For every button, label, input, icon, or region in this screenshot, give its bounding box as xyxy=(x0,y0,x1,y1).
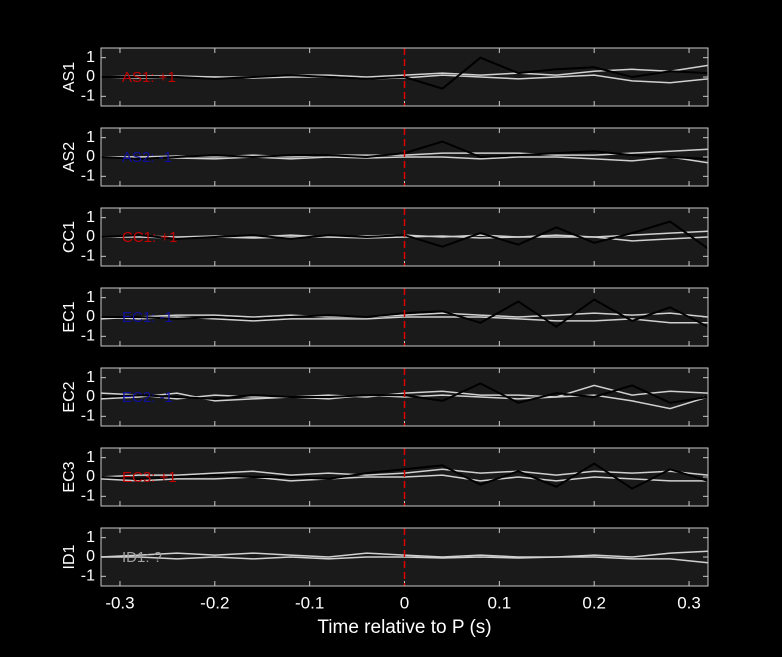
annotation: EC1: -1 xyxy=(122,309,173,326)
y-tick-label: -1 xyxy=(81,328,95,345)
y-tick-label: 1 xyxy=(86,49,95,66)
annotation: EC2: -1 xyxy=(122,389,173,406)
x-tick-label: -0.2 xyxy=(200,593,229,612)
axes-frame xyxy=(100,527,709,587)
y-tick-label: 0 xyxy=(86,148,95,165)
y-tick-label: 0 xyxy=(86,228,95,245)
y-tick-label: -1 xyxy=(81,568,95,585)
y-tick-label: -1 xyxy=(81,248,95,265)
annotation: EC3: +1 xyxy=(122,469,177,486)
y-axis-label: EC3 xyxy=(61,461,78,492)
y-tick-label: 1 xyxy=(86,209,95,226)
x-tick-label: -0.1 xyxy=(295,593,324,612)
annotation: AS2: -1 xyxy=(122,149,172,166)
y-tick-label: 0 xyxy=(86,388,95,405)
y-tick-label: -1 xyxy=(81,88,95,105)
annotation: CC1: +1 xyxy=(122,229,177,246)
annotation: AS1: +1 xyxy=(122,69,176,86)
x-axis-label: Time relative to P (s) xyxy=(317,617,491,638)
y-tick-label: -1 xyxy=(81,408,95,425)
y-tick-label: 1 xyxy=(86,449,95,466)
y-axis-label: AS1 xyxy=(61,62,78,92)
axes-frame xyxy=(100,207,709,267)
y-axis-label: EC2 xyxy=(61,381,78,412)
x-tick-label: 0.2 xyxy=(582,593,606,612)
y-tick-label: 0 xyxy=(86,548,95,565)
annotation: ID1: ? xyxy=(122,549,162,566)
trace xyxy=(101,462,708,490)
axes-frame xyxy=(100,367,709,427)
y-tick-label: 1 xyxy=(86,529,95,546)
axes-frame xyxy=(100,47,709,107)
y-tick-label: 1 xyxy=(86,289,95,306)
x-tick-label: -0.3 xyxy=(105,593,134,612)
y-tick-label: 1 xyxy=(86,369,95,386)
y-tick-label: -1 xyxy=(81,168,95,185)
y-axis-label: AS2 xyxy=(61,142,78,172)
axes-frame xyxy=(100,287,709,347)
x-tick-label: 0.1 xyxy=(488,593,512,612)
y-tick-label: 0 xyxy=(86,68,95,85)
y-axis-label: CC1 xyxy=(61,221,78,253)
x-tick-label: 0.3 xyxy=(677,593,701,612)
y-tick-label: 0 xyxy=(86,308,95,325)
x-tick-label: 0 xyxy=(400,593,409,612)
y-tick-label: 0 xyxy=(86,468,95,485)
axes-frame xyxy=(100,127,709,187)
y-axis-label: EC1 xyxy=(61,301,78,332)
y-tick-label: -1 xyxy=(81,488,95,505)
axes-frame xyxy=(100,447,709,507)
y-tick-label: 1 xyxy=(86,129,95,146)
y-axis-label: ID1 xyxy=(61,544,78,569)
